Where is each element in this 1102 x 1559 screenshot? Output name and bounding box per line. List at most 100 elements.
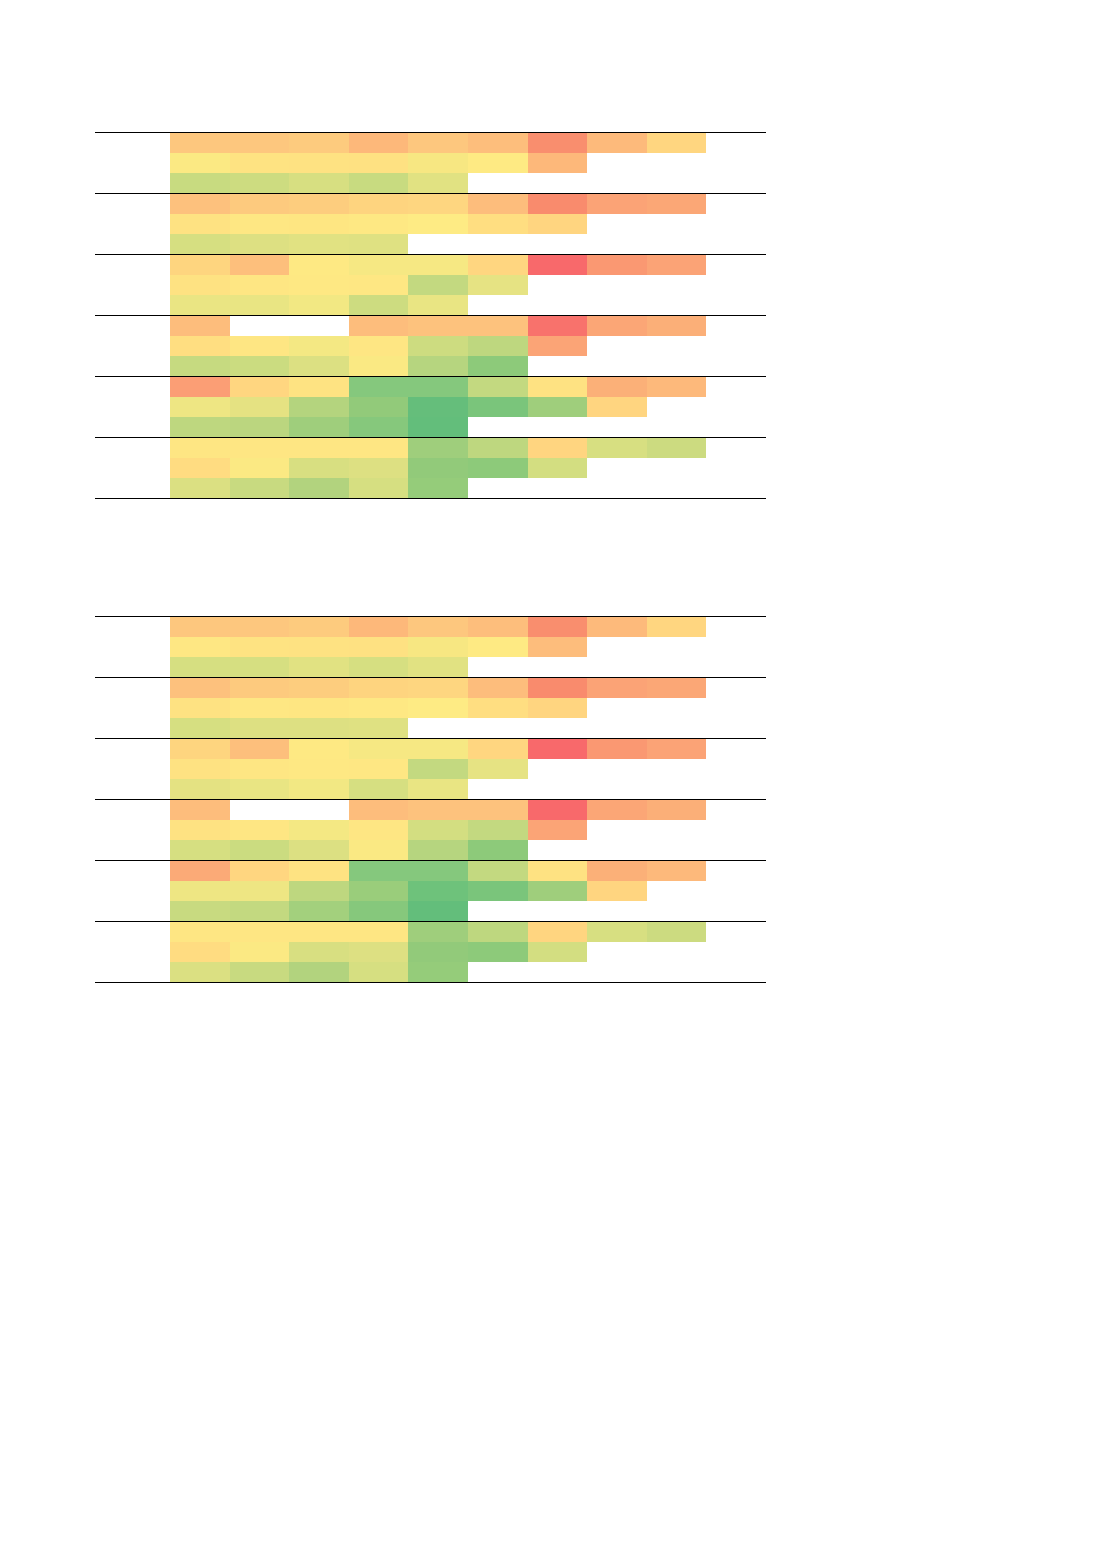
heat-cell [289,637,349,657]
heat-cell [408,417,468,437]
heat-cell [527,377,588,397]
heat-cell [170,255,230,275]
heat-cell [527,881,588,901]
heat-cell [348,922,409,942]
heat-cell [289,255,349,275]
heat-cell [646,377,707,397]
heat-cell [289,739,349,759]
heat-cell [408,153,468,173]
heat-cell [348,739,409,759]
heat-cell [527,133,588,153]
heat-cell [170,820,230,840]
heat-cell [348,255,409,275]
table-row [95,637,766,657]
heat-cell [348,800,409,820]
table-row [95,397,766,417]
heat-cell [170,942,230,962]
table-row [95,316,766,336]
heat-cell [408,779,468,799]
heat-cell [289,214,349,234]
table-group [95,860,766,921]
heat-cell [170,861,230,881]
heat-cell [289,377,349,397]
table-row [95,840,766,860]
heat-cell [229,678,290,698]
heat-cell [289,901,349,921]
heat-cell [348,718,409,738]
heat-cell [527,194,588,214]
heat-cell [467,336,528,356]
heat-cell [467,840,528,860]
heat-cell [646,255,707,275]
heat-cell [408,295,468,315]
heat-cell [348,397,409,417]
heat-cell [587,438,647,458]
table-row [95,922,766,942]
heat-cell [408,133,468,153]
table-row [95,417,766,437]
heat-cell [408,478,468,498]
heat-cell [348,942,409,962]
heat-cell [408,194,468,214]
table-row [95,478,766,498]
heat-cell [289,417,349,437]
heat-cell [348,377,409,397]
heat-cell [348,336,409,356]
heat-cell [348,637,409,657]
heat-cell [229,336,290,356]
table-row [95,678,766,698]
heat-cell [467,194,528,214]
table-row [95,295,766,315]
table-group [95,193,766,254]
heat-cell [408,840,468,860]
heat-cell [527,458,588,478]
heat-cell [646,800,707,820]
heat-cell [289,458,349,478]
heat-cell [289,316,349,336]
heat-cell [587,739,647,759]
heat-cell [170,718,230,738]
heat-cell [587,678,647,698]
heat-cell [467,316,528,336]
heat-cell [348,438,409,458]
heat-cell [646,194,707,214]
heat-cell [408,316,468,336]
heat-cell [408,336,468,356]
heat-cell [408,214,468,234]
table-row [95,153,766,173]
heat-cell [289,356,349,376]
heat-cell [408,820,468,840]
heat-cell [467,458,528,478]
heat-cell [230,800,290,820]
heat-cell [527,698,588,718]
table-row [95,617,766,637]
heat-cell [348,295,409,315]
heat-cell [408,881,468,901]
heat-cell [646,922,707,942]
heat-cell [289,881,349,901]
heat-cell [289,617,349,637]
table-group [95,921,766,983]
heat-cell [467,881,528,901]
heat-cell [170,698,230,718]
heat-cell [348,840,409,860]
table-row [95,194,766,214]
heat-cell [467,438,528,458]
heat-cell [587,800,647,820]
heat-cell [170,840,230,860]
heat-cell [229,861,290,881]
heat-cell [527,739,588,759]
heat-cell [587,861,647,881]
heat-cell [467,255,528,275]
heat-cell [587,133,647,153]
heat-cell [408,922,468,942]
heat-cell [348,678,409,698]
table-row [95,173,766,193]
heat-cell [289,922,349,942]
heat-cell [289,234,349,254]
heat-cell [229,275,290,295]
heat-cell [170,657,230,677]
heat-cell [289,942,349,962]
heat-cell [229,820,290,840]
heat-cell [348,316,409,336]
